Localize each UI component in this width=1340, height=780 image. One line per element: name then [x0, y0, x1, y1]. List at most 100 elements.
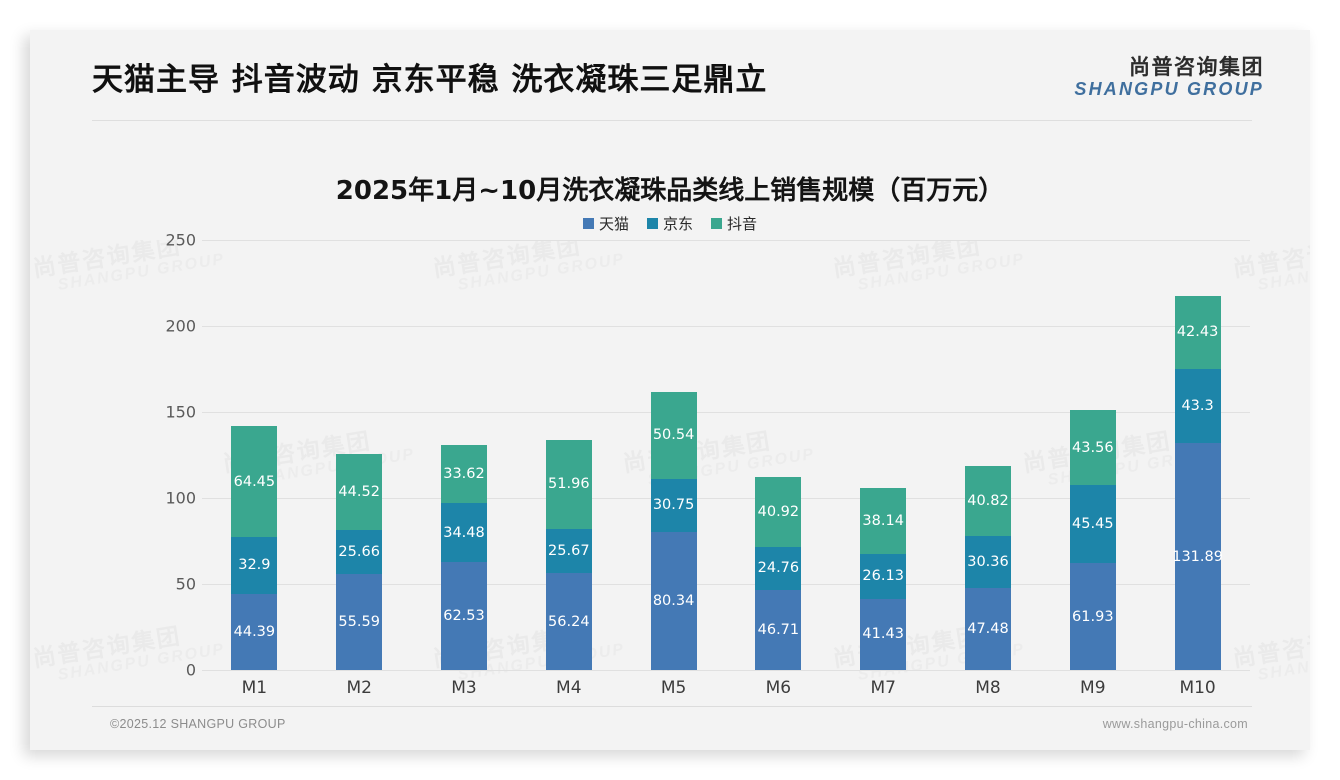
- bar-group[interactable]: 44.39 32.9 64.45: [231, 426, 278, 670]
- x-axis-tick-label: M10: [1179, 678, 1216, 698]
- x-axis-tick-label: M6: [765, 678, 792, 698]
- legend-item-label: 京东: [662, 215, 693, 233]
- bar-value-label: 131.89: [1172, 548, 1223, 565]
- bar-segment-抖音[interactable]: 50.54: [650, 392, 697, 479]
- bar-value-label: 61.93: [1072, 608, 1114, 625]
- x-axis-tick-label: M9: [1080, 678, 1106, 698]
- bar-segment-天猫[interactable]: 80.34: [650, 531, 697, 670]
- bar-segment-天猫[interactable]: 55.59: [336, 574, 383, 670]
- bar-group[interactable]: 61.93 45.45 43.56: [1069, 410, 1116, 670]
- gridline: [202, 498, 1250, 499]
- bar-value-label: 47.48: [967, 621, 1009, 638]
- bar-segment-抖音[interactable]: 43.56: [1069, 410, 1116, 486]
- gridline: [202, 326, 1250, 327]
- bar-value-label: 64.45: [233, 473, 276, 490]
- bar-segment-抖音[interactable]: 33.62: [441, 445, 487, 504]
- bar-value-label: 24.76: [757, 560, 800, 577]
- bar-value-label: 40.82: [967, 493, 1009, 510]
- bar-segment-京东[interactable]: 24.76: [755, 547, 802, 590]
- legend-item-label: 天猫: [598, 215, 629, 233]
- bar-group[interactable]: 62.53 34.48 33.62: [441, 445, 487, 670]
- legend-item-抖音[interactable]: 抖音: [711, 213, 757, 234]
- bar-segment-京东[interactable]: 30.36: [965, 536, 1011, 589]
- bar-segment-天猫[interactable]: 62.53: [441, 562, 487, 670]
- bar-value-label: 56.24: [548, 613, 590, 630]
- bar-value-label: 32.9: [238, 557, 271, 574]
- bar-segment-抖音[interactable]: 51.96: [545, 439, 592, 530]
- watermark-text-en: SHANGPU GROUP: [1256, 641, 1310, 684]
- bar-segment-天猫[interactable]: 46.71: [755, 589, 802, 670]
- legend-item-京东[interactable]: 京东: [646, 213, 693, 234]
- chart-legend: 天猫 京东 抖音: [30, 213, 1310, 234]
- chart-bars: 44.39 32.9 64.45 55.59 25.66 44.52 62.53 34.48 3…: [202, 240, 1250, 670]
- chart-x-axis: M1 M2 M3 M4 M5 M6 M7 M8 M9 M10: [202, 678, 1250, 706]
- bar-segment-天猫[interactable]: 41.43: [860, 598, 907, 670]
- x-axis-tick-label: M4: [556, 678, 582, 698]
- bar-value-label: 51.96: [548, 476, 590, 493]
- y-axis-tick-label: 0: [185, 660, 196, 680]
- gridline: [202, 670, 1250, 671]
- bar-group[interactable]: 41.43 26.13 38.14: [860, 488, 907, 670]
- bar-group[interactable]: 47.48 30.36 40.82: [965, 465, 1011, 670]
- gridline: [202, 412, 1250, 413]
- bar-value-label: 33.62: [443, 466, 485, 483]
- bar-segment-京东[interactable]: 32.9: [231, 537, 278, 594]
- gridline: [202, 240, 1250, 241]
- bar-value-label: 30.36: [967, 554, 1009, 571]
- bar-segment-天猫[interactable]: 47.48: [965, 588, 1011, 670]
- x-axis-tick-label: M7: [870, 678, 896, 698]
- bar-value-label: 40.92: [757, 503, 800, 520]
- y-axis-tick-label: 50: [175, 574, 196, 594]
- bar-segment-抖音[interactable]: 64.45: [231, 426, 278, 538]
- bar-segment-京东[interactable]: 43.3: [1174, 368, 1221, 444]
- legend-item-天猫[interactable]: 天猫: [582, 213, 629, 234]
- report-slide: 天猫主导 抖音波动 京东平稳 洗衣凝珠三足鼎立 尚普咨询集团 SHANGPU G…: [30, 30, 1310, 750]
- bar-group[interactable]: 46.71 24.76 40.92: [755, 476, 802, 670]
- bar-segment-抖音[interactable]: 42.43: [1174, 295, 1221, 369]
- slide-header: 天猫主导 抖音波动 京东平稳 洗衣凝珠三足鼎立 尚普咨询集团 SHANGPU G…: [30, 30, 1310, 121]
- bar-segment-京东[interactable]: 25.66: [336, 530, 383, 575]
- bar-segment-京东[interactable]: 34.48: [441, 503, 487, 563]
- bar-segment-天猫[interactable]: 131.89: [1172, 443, 1223, 670]
- bar-value-label: 55.59: [338, 614, 380, 631]
- bar-segment-京东[interactable]: 45.45: [1069, 485, 1116, 564]
- bar-segment-京东[interactable]: 26.13: [860, 553, 907, 599]
- chart-y-axis: 0 50 100 150 200 250: [126, 231, 196, 705]
- bar-segment-京东[interactable]: 30.75: [650, 478, 697, 532]
- brand-logo-cn: 尚普咨询集团: [1129, 55, 1264, 79]
- bar-group[interactable]: 80.34 30.75 50.54: [650, 392, 697, 670]
- bar-value-label: 44.39: [233, 623, 276, 640]
- bar-value-label: 62.53: [443, 608, 485, 625]
- bar-segment-抖音[interactable]: 38.14: [860, 488, 907, 554]
- bar-group[interactable]: 55.59 25.66 44.52: [336, 453, 383, 670]
- bar-value-label: 46.71: [757, 621, 800, 638]
- legend-swatch-icon: [582, 218, 594, 229]
- bar-value-label: 80.34: [652, 592, 695, 609]
- x-axis-tick-label: M8: [975, 678, 1001, 698]
- brand-logo: 尚普咨询集团 SHANGPU GROUP: [1074, 56, 1264, 99]
- x-axis-tick-label: M5: [660, 678, 687, 698]
- bar-segment-抖音[interactable]: 44.52: [336, 453, 383, 531]
- bar-value-label: 42.43: [1176, 324, 1219, 341]
- bar-segment-天猫[interactable]: 61.93: [1069, 563, 1116, 670]
- x-axis-tick-label: M1: [241, 678, 268, 698]
- chart-plot-area: 尚普咨询集团 SHANGPU GROUP 尚普咨询集团 SHANGPU GROUP 尚普…: [30, 231, 1310, 706]
- footer-divider: [92, 706, 1252, 707]
- bar-segment-天猫[interactable]: 56.24: [545, 573, 592, 670]
- bar-segment-京东[interactable]: 25.67: [545, 529, 592, 574]
- legend-swatch-icon: [711, 218, 722, 229]
- x-axis-tick-label: M2: [346, 678, 372, 698]
- bar-group[interactable]: 131.89 43.3 42.43: [1172, 295, 1223, 670]
- bar-value-label: 30.75: [652, 497, 695, 514]
- footer-website[interactable]: www.shangpu-china.com: [1102, 717, 1248, 731]
- bar-value-label: 38.14: [862, 513, 904, 530]
- legend-swatch-icon: [646, 218, 658, 229]
- bar-value-label: 50.54: [652, 427, 695, 444]
- bar-segment-抖音[interactable]: 40.92: [755, 476, 802, 548]
- footer-copyright: ©2025.12 SHANGPU GROUP: [110, 717, 286, 731]
- bar-value-label: 25.66: [338, 544, 380, 561]
- bar-segment-天猫[interactable]: 44.39: [231, 593, 278, 670]
- bar-segment-抖音[interactable]: 40.82: [965, 465, 1011, 537]
- bar-group[interactable]: 56.24 25.67 51.96: [545, 439, 592, 670]
- header-divider: [92, 120, 1252, 121]
